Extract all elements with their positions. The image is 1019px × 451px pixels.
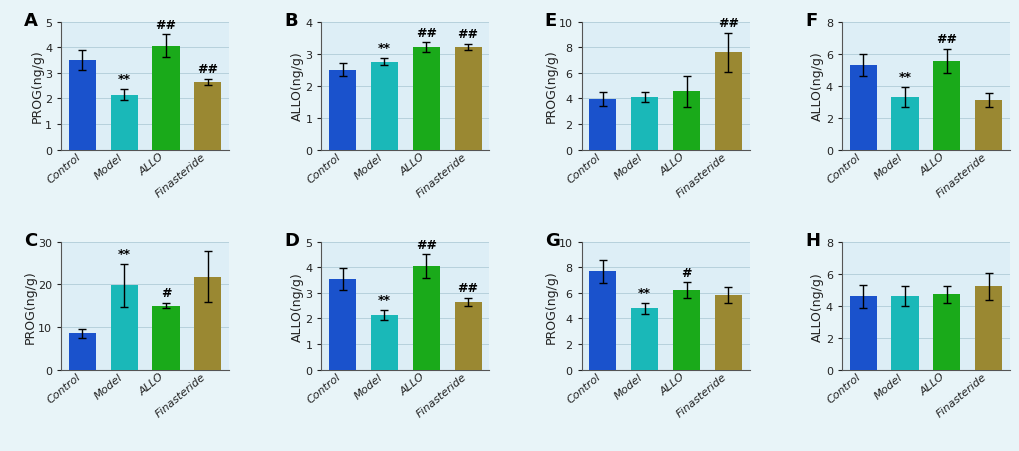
Text: B: B	[284, 12, 298, 30]
Bar	[68, 61, 96, 150]
Bar	[371, 62, 397, 150]
Y-axis label: PROG(ng/g): PROG(ng/g)	[544, 269, 556, 343]
Y-axis label: ALLO(ng/g): ALLO(ng/g)	[290, 271, 304, 341]
Text: ##: ##	[458, 28, 478, 41]
Y-axis label: PROG(ng/g): PROG(ng/g)	[544, 50, 556, 123]
Text: ##: ##	[935, 33, 956, 46]
Bar	[589, 100, 615, 150]
Y-axis label: ALLO(ng/g): ALLO(ng/g)	[810, 51, 823, 121]
Bar	[589, 272, 615, 370]
Bar	[413, 48, 439, 150]
Bar	[631, 308, 657, 370]
Text: #: #	[681, 266, 691, 279]
Y-axis label: ALLO(ng/g): ALLO(ng/g)	[290, 51, 304, 121]
Text: **: **	[378, 42, 390, 55]
Text: H: H	[804, 232, 819, 250]
Bar	[68, 334, 96, 370]
Bar	[413, 267, 439, 370]
Bar	[631, 98, 657, 150]
Text: ##: ##	[416, 27, 436, 40]
Text: ##: ##	[156, 18, 176, 32]
Text: C: C	[24, 232, 38, 250]
Bar	[329, 279, 356, 370]
Bar	[974, 101, 1002, 150]
Text: ##: ##	[416, 238, 436, 251]
Text: **: **	[898, 71, 911, 84]
Bar	[110, 285, 138, 370]
Bar	[891, 97, 918, 150]
Text: A: A	[24, 12, 38, 30]
Bar	[714, 53, 741, 150]
Text: **: **	[117, 248, 130, 260]
Bar	[849, 296, 876, 370]
Y-axis label: PROG(ng/g): PROG(ng/g)	[31, 50, 44, 123]
Bar	[932, 295, 960, 370]
Text: D: D	[284, 232, 300, 250]
Text: ##: ##	[458, 281, 478, 295]
Bar	[714, 296, 741, 370]
Bar	[110, 95, 138, 150]
Text: F: F	[804, 12, 816, 30]
Bar	[329, 70, 356, 150]
Bar	[152, 306, 179, 370]
Bar	[194, 83, 221, 150]
Text: **: **	[117, 73, 130, 86]
Bar	[974, 287, 1002, 370]
Bar	[673, 92, 699, 150]
Text: **: **	[638, 286, 650, 299]
Y-axis label: ALLO(ng/g): ALLO(ng/g)	[810, 271, 823, 341]
Bar	[454, 48, 481, 150]
Bar	[371, 315, 397, 370]
Bar	[454, 302, 481, 370]
Bar	[891, 296, 918, 370]
Text: ##: ##	[198, 63, 218, 76]
Bar	[673, 290, 699, 370]
Bar	[194, 277, 221, 370]
Text: G: G	[544, 232, 559, 250]
Text: #: #	[161, 287, 171, 300]
Bar	[849, 66, 876, 150]
Bar	[932, 62, 960, 150]
Bar	[152, 47, 179, 150]
Text: ##: ##	[717, 17, 738, 30]
Text: **: **	[378, 293, 390, 306]
Y-axis label: PROG(ng/g): PROG(ng/g)	[23, 269, 37, 343]
Text: E: E	[544, 12, 556, 30]
